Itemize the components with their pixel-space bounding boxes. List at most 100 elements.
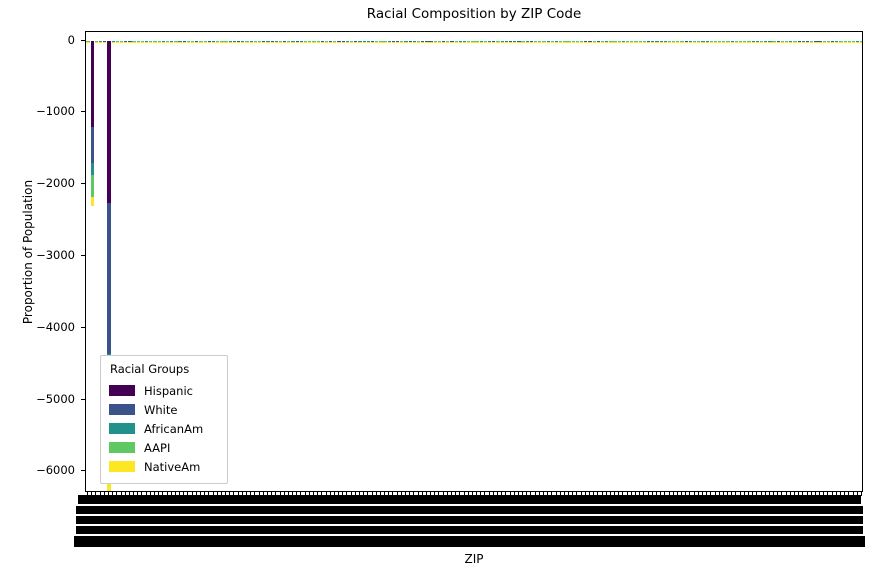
bar-segment: [755, 41, 759, 42]
bar-stack: [793, 40, 797, 43]
bar-stack: [383, 40, 387, 43]
x-tick-mark: [317, 492, 319, 496]
x-tick-mark: [421, 492, 423, 496]
bar-segment: [550, 40, 554, 42]
bar-segment: [479, 41, 483, 42]
legend-item[interactable]: AAPI: [109, 438, 219, 457]
x-tick-mark: [685, 492, 687, 496]
bar-stack: [370, 40, 375, 43]
bar-segment: [270, 41, 274, 43]
bar-segment: [308, 41, 312, 43]
bar-segment: [249, 40, 253, 42]
bar-segment: [354, 40, 358, 42]
x-tick-mark: [241, 492, 243, 496]
x-tick-mark: [103, 492, 105, 496]
bar-stack: [186, 40, 191, 43]
bar-segment: [617, 40, 621, 42]
bar-segment: [856, 41, 860, 42]
bar-segment: [178, 41, 182, 43]
bar-segment: [738, 41, 743, 43]
bar-stack: [663, 40, 667, 43]
bar-stack: [730, 40, 734, 43]
y-tick-mark: [81, 255, 85, 257]
x-tick-mark: [216, 492, 218, 496]
bar-segment: [253, 40, 258, 42]
bar-segment: [358, 40, 362, 42]
bar-stack: [295, 40, 299, 43]
legend-item[interactable]: Hispanic: [109, 381, 219, 400]
x-tick-mark: [170, 492, 172, 496]
x-tick-mark: [108, 492, 109, 496]
x-tick-mark: [174, 492, 176, 496]
x-tick-label-band: [76, 526, 863, 534]
x-tick-mark: [676, 492, 678, 496]
bar-segment: [291, 40, 295, 42]
bar-segment: [412, 41, 416, 42]
x-tick-mark: [354, 492, 356, 496]
bar-segment: [450, 41, 454, 42]
bar-stack: [492, 40, 496, 43]
bar-segment: [513, 41, 517, 42]
x-tick-mark: [572, 492, 574, 496]
bar-segment: [383, 40, 387, 42]
legend-item[interactable]: NativeAm: [109, 457, 219, 476]
bar-segment: [416, 40, 421, 42]
bar-segment: [780, 40, 785, 42]
legend-item[interactable]: AfricanAm: [109, 419, 219, 438]
legend-title: Racial Groups: [110, 362, 190, 376]
bar-segment: [563, 41, 567, 42]
x-tick-mark: [363, 492, 365, 496]
bar-segment: [508, 40, 513, 42]
bar-segment: [425, 41, 429, 42]
bar-segment: [734, 41, 739, 43]
bar-segment: [140, 41, 145, 43]
bar-segment: [818, 40, 822, 42]
bar-segment: [345, 41, 350, 43]
bar-segment: [308, 41, 312, 42]
bar-segment: [241, 41, 245, 43]
bar-segment: [387, 41, 391, 43]
legend-item[interactable]: White: [109, 400, 219, 419]
bar-segment: [128, 40, 132, 42]
bar-segment: [722, 40, 726, 42]
x-tick-mark: [95, 492, 97, 496]
bar-segment: [333, 41, 337, 43]
bar-segment: [253, 41, 258, 43]
x-tick-mark: [773, 492, 775, 496]
x-tick-mark: [768, 492, 770, 496]
bar-segment: [228, 40, 232, 42]
bar-segment: [354, 41, 358, 43]
bar-stack: [709, 40, 713, 43]
x-tick-mark: [501, 492, 503, 496]
bar-segment: [667, 40, 672, 42]
bar-segment: [814, 40, 818, 42]
bar-segment: [584, 40, 588, 42]
y-tick-label: −6000: [36, 463, 75, 478]
x-tick-mark: [689, 492, 691, 496]
x-tick-mark: [802, 492, 804, 496]
bar-segment: [626, 40, 630, 42]
bar-segment: [496, 40, 500, 42]
bar-segment: [709, 40, 713, 42]
bar-segment: [701, 41, 705, 42]
x-tick-mark: [480, 492, 482, 496]
bar-segment: [655, 40, 659, 42]
bar-stack: [170, 40, 174, 43]
bar-segment: [479, 40, 483, 42]
bar-segment: [333, 40, 337, 42]
x-tick-mark: [162, 492, 164, 496]
x-tick-mark: [844, 492, 846, 496]
bar-segment: [86, 40, 90, 42]
x-tick-mark: [141, 492, 143, 496]
x-tick-mark: [605, 492, 607, 496]
x-tick-mark: [752, 492, 754, 496]
bar-segment: [554, 40, 559, 42]
bar-segment: [245, 40, 249, 42]
bar-segment: [801, 41, 805, 42]
bar-stack: [542, 40, 546, 43]
bar-segment: [174, 40, 178, 42]
bar-stack: [488, 40, 492, 43]
bar-segment: [789, 40, 793, 42]
bar-segment: [847, 41, 851, 43]
bar-segment: [358, 40, 362, 42]
